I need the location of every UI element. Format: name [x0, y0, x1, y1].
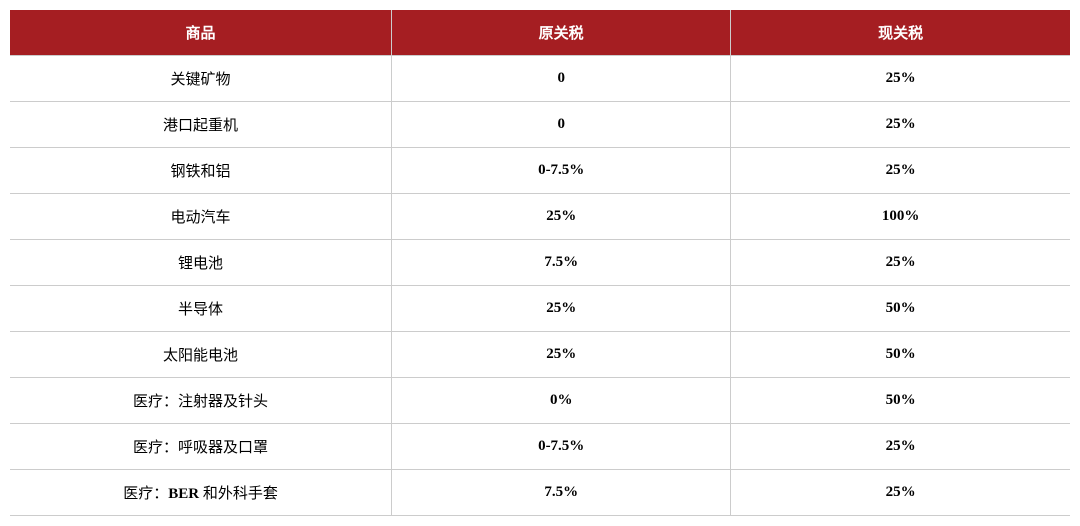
cell-product: 太阳能电池 — [10, 332, 392, 378]
cell-original-tariff: 0 — [392, 56, 731, 102]
table-row: 半导体25%50% — [10, 286, 1070, 332]
cell-product: 关键矿物 — [10, 56, 392, 102]
cell-current-tariff: 50% — [731, 332, 1070, 378]
cell-original-tariff: 25% — [392, 194, 731, 240]
cell-current-tariff: 25% — [731, 102, 1070, 148]
cell-original-tariff: 0% — [392, 378, 731, 424]
cell-product: 医疗：注射器及针头 — [10, 378, 392, 424]
cell-current-tariff: 25% — [731, 56, 1070, 102]
cell-current-tariff: 25% — [731, 424, 1070, 470]
table-row: 钢铁和铝0-7.5%25% — [10, 148, 1070, 194]
cell-original-tariff: 7.5% — [392, 240, 731, 286]
table-header: 商品 原关税 现关税 — [10, 10, 1070, 56]
cell-product: 医疗：呼吸器及口罩 — [10, 424, 392, 470]
col-header-current-tariff: 现关税 — [731, 10, 1070, 56]
cell-original-tariff: 0-7.5% — [392, 424, 731, 470]
tariff-table: 商品 原关税 现关税 关键矿物025%港口起重机025%钢铁和铝0-7.5%25… — [10, 10, 1070, 516]
cell-product: 钢铁和铝 — [10, 148, 392, 194]
table-row: 医疗：注射器及针头0%50% — [10, 378, 1070, 424]
cell-product: 港口起重机 — [10, 102, 392, 148]
cell-current-tariff: 25% — [731, 240, 1070, 286]
cell-product: 锂电池 — [10, 240, 392, 286]
table-row: 港口起重机025% — [10, 102, 1070, 148]
cell-original-tariff: 0-7.5% — [392, 148, 731, 194]
cell-current-tariff: 25% — [731, 470, 1070, 516]
table-row: 关键矿物025% — [10, 56, 1070, 102]
cell-original-tariff: 25% — [392, 332, 731, 378]
table-row: 医疗：呼吸器及口罩0-7.5%25% — [10, 424, 1070, 470]
cell-product: 医疗：BER 和外科手套 — [10, 470, 392, 516]
table-row: 电动汽车25%100% — [10, 194, 1070, 240]
cell-current-tariff: 50% — [731, 286, 1070, 332]
cell-current-tariff: 50% — [731, 378, 1070, 424]
cell-product: 电动汽车 — [10, 194, 392, 240]
col-header-original-tariff: 原关税 — [392, 10, 731, 56]
cell-current-tariff: 100% — [731, 194, 1070, 240]
table-body: 关键矿物025%港口起重机025%钢铁和铝0-7.5%25%电动汽车25%100… — [10, 56, 1070, 516]
table-row: 医疗：BER 和外科手套7.5%25% — [10, 470, 1070, 516]
col-header-product: 商品 — [10, 10, 392, 56]
cell-original-tariff: 0 — [392, 102, 731, 148]
tariff-table-container: 商品 原关税 现关税 关键矿物025%港口起重机025%钢铁和铝0-7.5%25… — [10, 10, 1070, 516]
cell-original-tariff: 25% — [392, 286, 731, 332]
table-row: 太阳能电池25%50% — [10, 332, 1070, 378]
cell-original-tariff: 7.5% — [392, 470, 731, 516]
cell-current-tariff: 25% — [731, 148, 1070, 194]
table-row: 锂电池7.5%25% — [10, 240, 1070, 286]
cell-product: 半导体 — [10, 286, 392, 332]
